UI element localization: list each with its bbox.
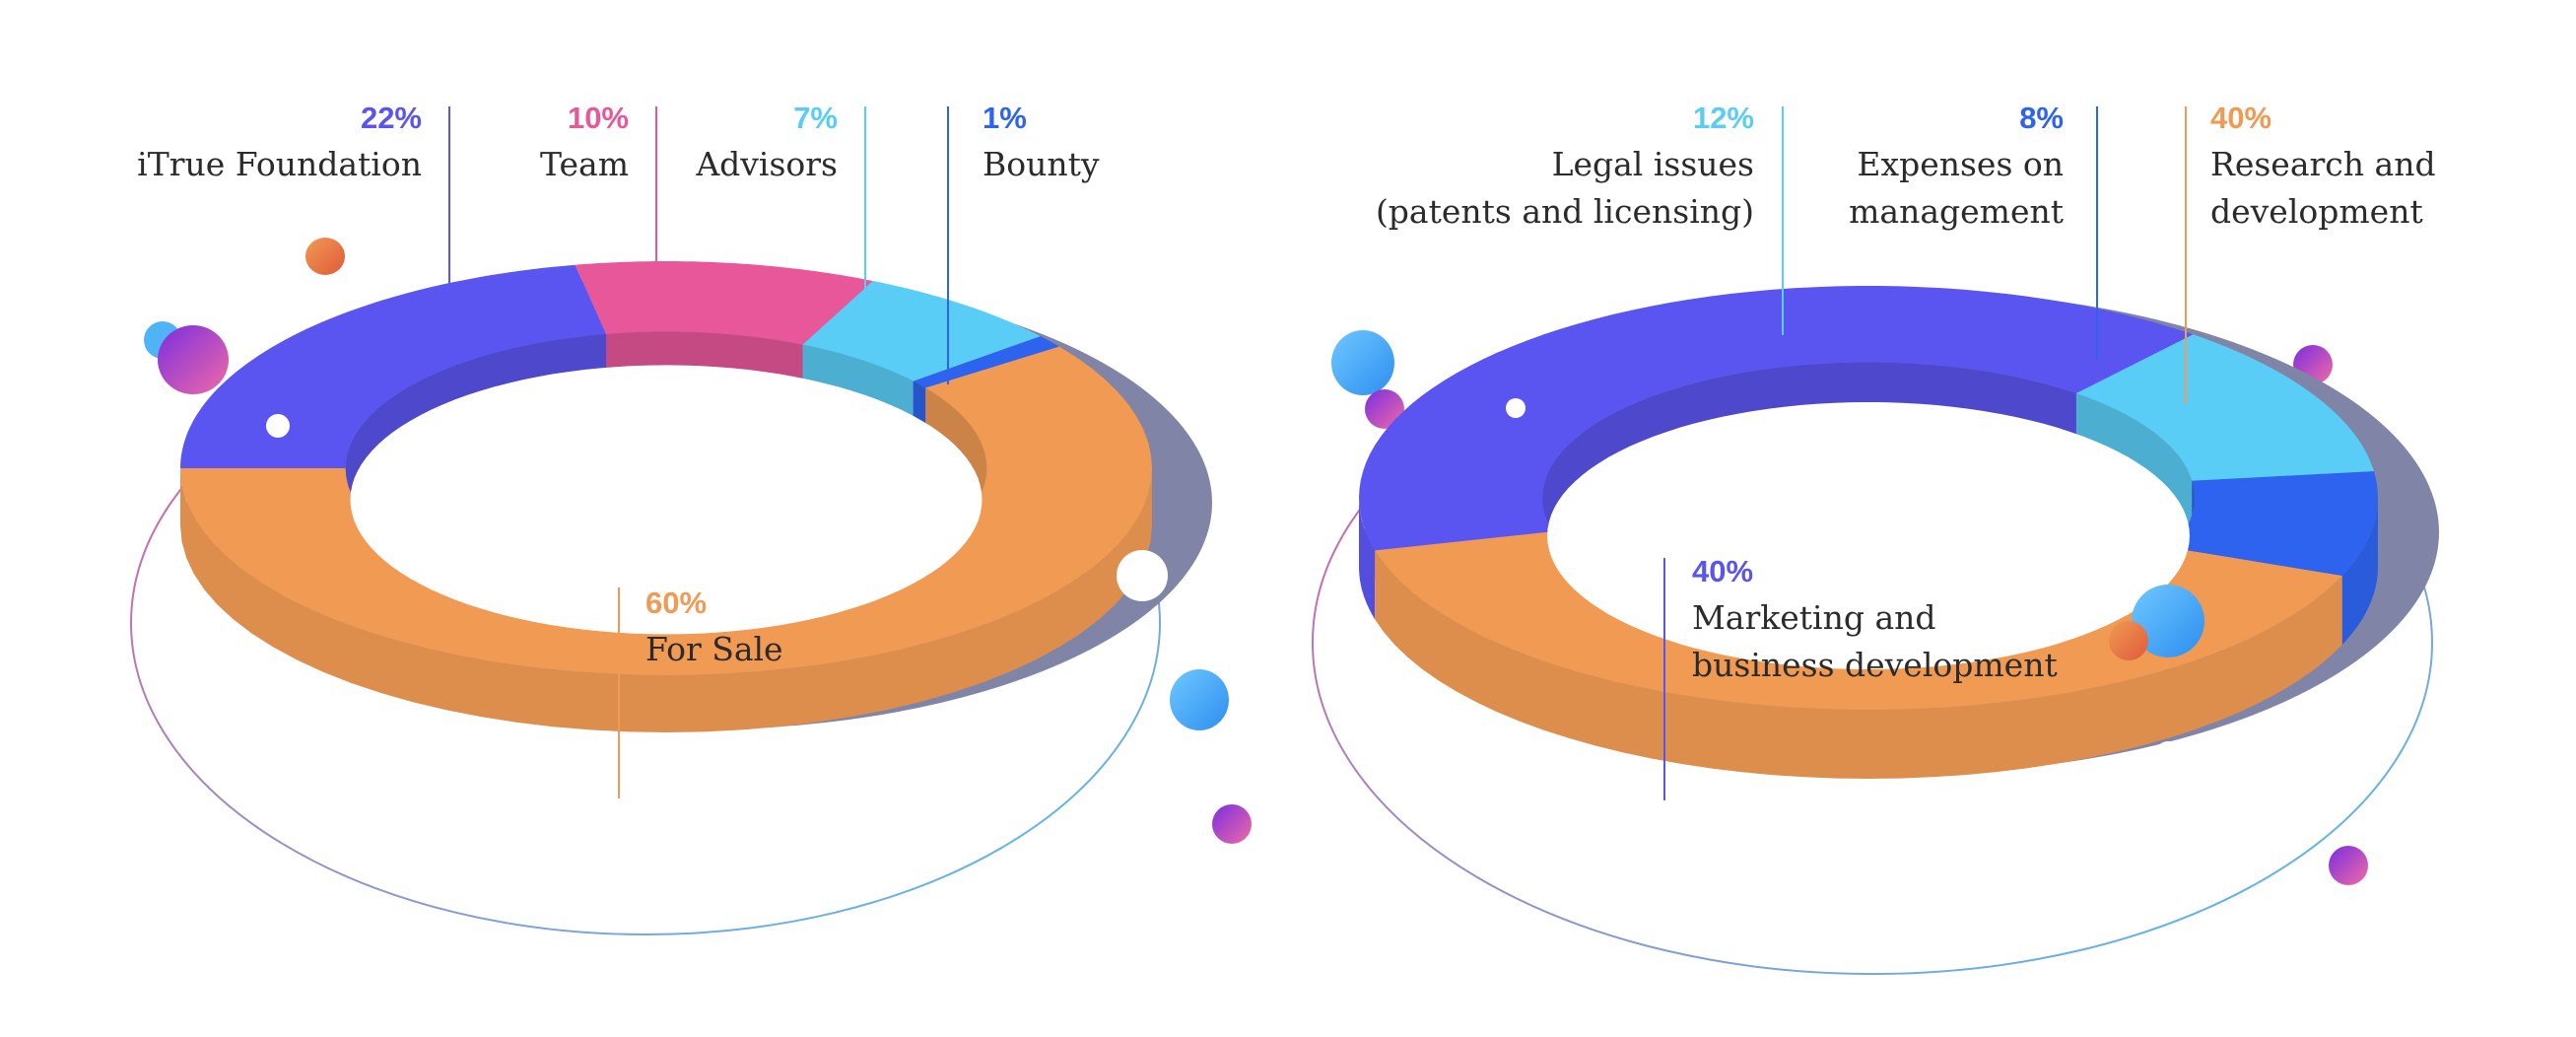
slice-wall-expenses-on-management — [2341, 498, 2378, 646]
slice-name-line: Marketing and — [1692, 598, 1936, 637]
decor-blob — [1365, 389, 1404, 429]
slice-name: Advisors — [695, 145, 838, 183]
slice-label-team: 10% Team — [540, 101, 657, 304]
slice-name: Bounty — [983, 145, 1100, 183]
slice-research-and-development — [1375, 531, 2342, 710]
slice-percent: 8% — [2019, 101, 2064, 135]
slice-wall-for-sale — [180, 468, 1152, 732]
slice-marketing-and-business-development — [1359, 286, 2194, 551]
slice-percent: 1% — [983, 101, 1027, 135]
donut-hole — [350, 365, 983, 635]
slice-legal-issues-patents-and-licensing — [2075, 334, 2374, 481]
slice-team — [575, 261, 873, 345]
decor-dot — [266, 414, 290, 438]
slice-wall-research-and-development — [1375, 550, 2342, 779]
decorative-layer-front — [266, 398, 2204, 767]
slice-name-line: business development — [1692, 646, 2058, 684]
decor-blob — [158, 325, 229, 394]
slice-name-line: management — [1849, 192, 2064, 231]
slice-percent: 7% — [793, 101, 838, 135]
slice-name-line: development — [2210, 192, 2423, 231]
slice-labels-right: 12% Legal issues (patents and licensing) 8%… — [1376, 101, 2436, 800]
slice-label-for-sale: 60% For Sale — [618, 586, 783, 798]
decor-blob — [305, 238, 345, 275]
slice-label-marketing-and-business-development: 40% Marketing and business development — [1663, 554, 2058, 800]
slice-percent: 10% — [568, 101, 629, 135]
decor-blob — [2329, 846, 2368, 885]
slice-label-itrue-foundation: 22% iTrue Foundation — [137, 101, 450, 335]
decor-dot — [1117, 550, 1168, 601]
decor-blob — [2109, 621, 2148, 660]
slice-bounty — [913, 336, 1059, 388]
slice-expenses-on-management — [2171, 471, 2378, 577]
slice-percent: 60% — [645, 586, 707, 620]
decor-dot — [1089, 676, 1113, 700]
allocation-donut-left — [180, 261, 1212, 732]
slice-name: iTrue Foundation — [137, 145, 422, 183]
slice-percent: 22% — [361, 101, 422, 135]
decor-blob — [1331, 330, 1394, 395]
donut-hole — [1547, 402, 2190, 669]
slice-label-legal-issues-patents-and-licensing: 12% Legal issues (patents and licensing) — [1376, 101, 1784, 335]
slice-label-expenses-on-management: 8% Expenses on management — [1849, 101, 2098, 360]
slice-labels-left: 22% iTrue Foundation 10% Team 7% Advisors 1% Bo… — [137, 101, 1100, 798]
decor-dot — [1506, 398, 1525, 418]
slice-name-line: Research and — [2210, 145, 2436, 183]
slice-wall-marketing-and-business-development — [1359, 498, 1376, 620]
slice-label-bounty: 1% Bounty — [947, 101, 1100, 384]
slice-name: For Sale — [645, 630, 783, 668]
slice-itrue-foundation — [180, 264, 606, 468]
decor-dot — [2155, 741, 2181, 767]
decor-blob — [1212, 804, 1252, 844]
slice-percent: 12% — [1693, 101, 1754, 135]
slice-name-line: Expenses on — [1857, 145, 2064, 183]
decor-blob — [2132, 585, 2204, 657]
slice-name-line: Legal issues — [1552, 145, 1754, 183]
slice-label-research-and-development: 40% Research and development — [2185, 101, 2436, 404]
slice-name: Team — [540, 145, 629, 183]
slice-label-advisors: 7% Advisors — [695, 101, 866, 335]
slice-advisors — [802, 281, 1041, 381]
decor-blob — [1170, 669, 1229, 730]
slice-for-sale — [180, 346, 1152, 675]
slice-percent: 40% — [2210, 101, 2271, 135]
slice-name-line: (patents and licensing) — [1376, 192, 1754, 231]
allocation-donut-right — [1359, 286, 2439, 779]
slice-percent: 40% — [1692, 554, 1753, 588]
